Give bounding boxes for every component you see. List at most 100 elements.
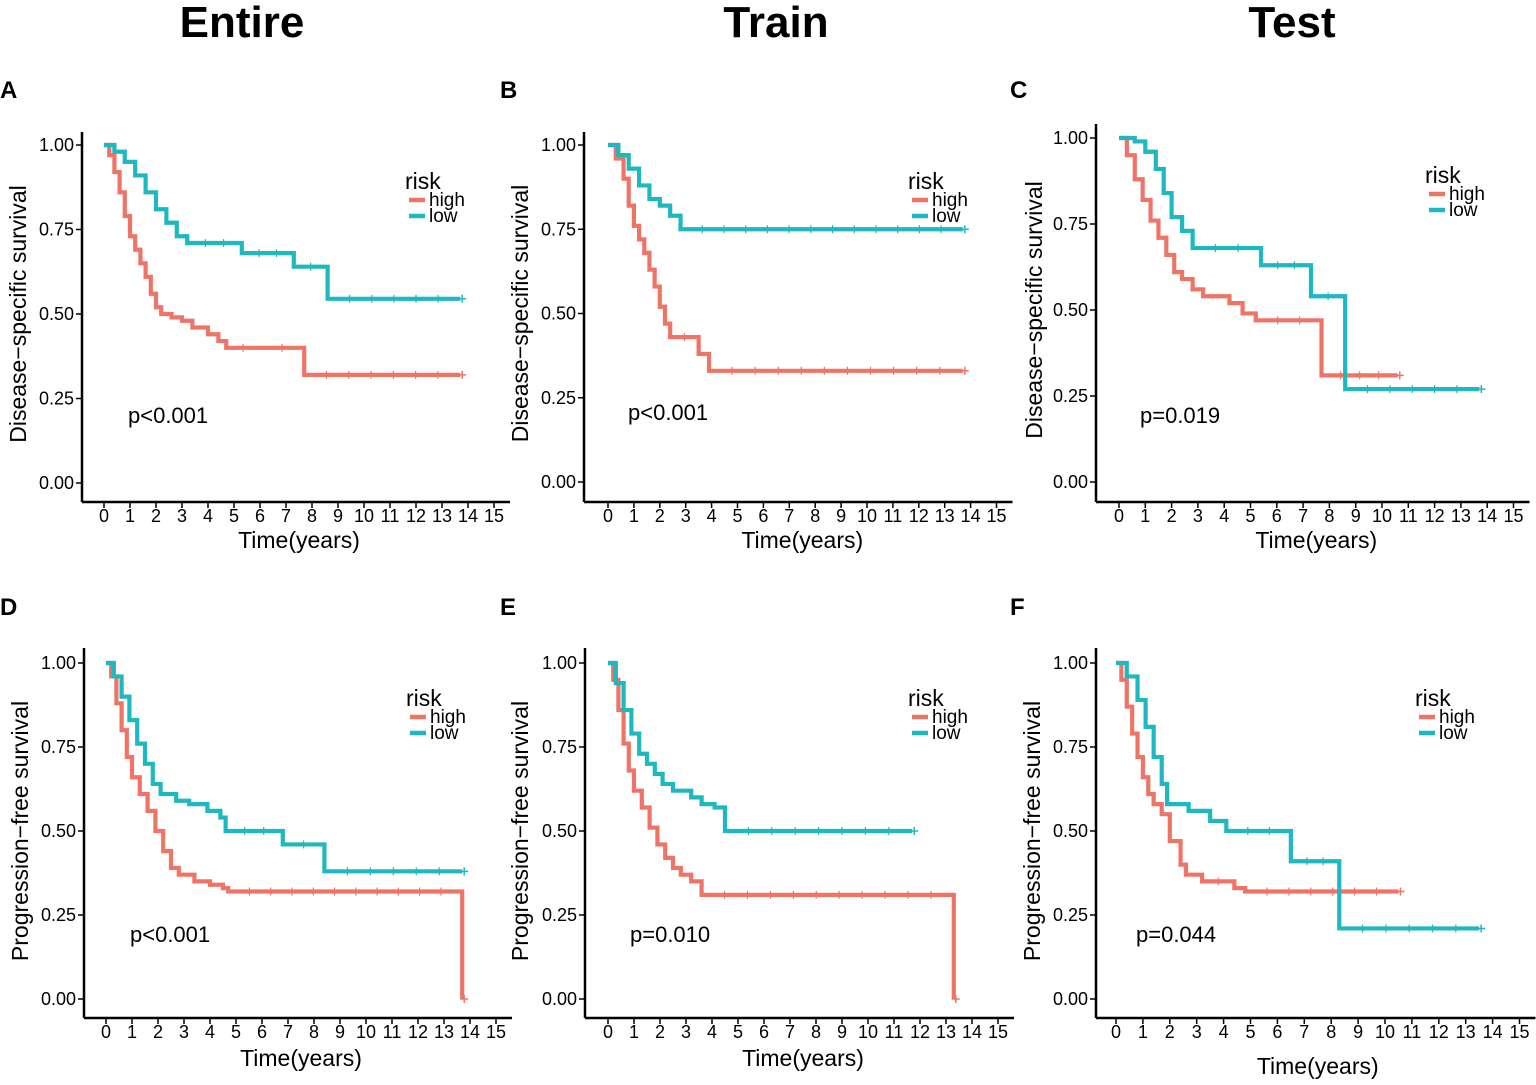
x-tick-label: 8 [810, 506, 820, 526]
x-axis-title: Time(years) [1255, 527, 1377, 553]
x-tick-label: 10 [1375, 1022, 1395, 1042]
y-tick-label: 0.75 [41, 737, 76, 757]
survival-curve-high [1116, 660, 1399, 894]
x-tick-label: 9 [836, 506, 846, 526]
x-tick-label: 7 [281, 506, 291, 526]
survival-curve-low [608, 142, 963, 232]
x-tick-label: 12 [408, 1022, 428, 1042]
x-axis-title: Time(years) [742, 1045, 864, 1071]
x-tick-label: 6 [1272, 506, 1282, 526]
y-tick-label: 1.00 [1053, 128, 1088, 148]
y-tick-label: 0.50 [1053, 821, 1088, 841]
x-tick-label: 1 [629, 1022, 639, 1042]
y-tick-label: 0.75 [1053, 214, 1088, 234]
survival-curve-low [106, 660, 463, 874]
legend-title: risk [908, 685, 944, 711]
y-tick-label: 0.00 [541, 472, 576, 492]
x-tick-label: 3 [1192, 1022, 1202, 1042]
x-tick-label: 10 [858, 1022, 878, 1042]
censor-end-mark [960, 366, 969, 375]
x-tick-label: 10 [354, 506, 374, 526]
x-tick-label: 9 [1353, 1022, 1363, 1042]
legend-label-high: high [932, 190, 968, 211]
y-tick-label: 0.75 [39, 220, 74, 240]
x-tick-label: 14 [1483, 1022, 1503, 1042]
x-tick-label: 8 [307, 506, 317, 526]
y-tick-label: 1.00 [1053, 653, 1088, 673]
x-tick-label: 1 [125, 506, 135, 526]
km-panel-d: D0.000.250.500.751.000 1 2 3 4 5 6 7 8 9 10 11 12 13 1… [0, 594, 512, 1071]
y-tick-label: 0.25 [541, 388, 576, 408]
p-value: p=0.044 [1136, 922, 1216, 947]
legend-title: risk [1425, 162, 1461, 188]
x-tick-label: 6 [1272, 1022, 1282, 1042]
x-tick-label: 2 [655, 1022, 665, 1042]
y-axis-title: Disease−specific survival [5, 185, 31, 443]
x-tick-label: 3 [179, 1022, 189, 1042]
x-tick-label: 15 [484, 506, 504, 526]
x-tick-label: 15 [1503, 506, 1523, 526]
x-tick-label: 13 [434, 1022, 454, 1042]
survival-curve-high [104, 142, 461, 377]
x-tick-label: 11 [1403, 1022, 1422, 1042]
x-axis-title: Time(years) [741, 527, 863, 553]
x-tick-label: 6 [758, 506, 768, 526]
x-tick-label: 10 [857, 506, 877, 526]
x-tick-label: 1 [127, 1022, 137, 1042]
column-header-train: Train [723, 0, 829, 47]
x-tick-label: 14 [460, 1022, 480, 1042]
y-axis-title: Progression−free survival [7, 701, 33, 961]
x-tick-label: 11 [1399, 506, 1418, 526]
x-tick-label: 4 [707, 506, 717, 526]
y-tick-label: 0.00 [39, 473, 74, 493]
x-tick-label: 14 [962, 1022, 982, 1042]
x-tick-label: 5 [732, 506, 742, 526]
panel-letter: B [500, 77, 517, 104]
y-tick-label: 0.75 [541, 219, 576, 239]
censor-end-mark [458, 294, 467, 303]
censor-end-mark [960, 225, 969, 234]
x-tick-label: 0 [1114, 506, 1124, 526]
x-axis-title: Time(years) [238, 527, 360, 553]
x-tick-label: 5 [1245, 1022, 1255, 1042]
y-tick-label: 0.50 [39, 304, 74, 324]
column-header-entire: Entire [179, 0, 305, 47]
panel-letter: F [1010, 594, 1025, 621]
censor-end-mark [458, 370, 467, 379]
x-tick-label: 3 [1193, 506, 1203, 526]
censor-end-mark [460, 867, 469, 876]
x-axis-title: Time(years) [1257, 1053, 1379, 1079]
x-tick-label: 13 [432, 506, 452, 526]
y-axis-title: Disease−specific survival [507, 185, 533, 443]
y-tick-label: 0.00 [41, 989, 76, 1009]
x-tick-label: 3 [681, 1022, 691, 1042]
y-tick-label: 1.00 [39, 135, 74, 155]
y-tick-label: 1.00 [41, 653, 76, 673]
x-tick-label: 15 [486, 1022, 506, 1042]
survival-curve-low [1116, 660, 1480, 931]
legend-title: risk [405, 168, 441, 194]
x-tick-label: 5 [1245, 506, 1255, 526]
censor-end-mark [1395, 371, 1404, 380]
x-tick-label: 11 [885, 1022, 904, 1042]
x-tick-label: 15 [988, 1022, 1008, 1042]
panel-letter: E [500, 594, 516, 621]
x-tick-label: 0 [99, 506, 109, 526]
x-tick-label: 7 [784, 506, 794, 526]
legend-label-high: high [1449, 184, 1485, 205]
x-tick-label: 5 [229, 506, 239, 526]
p-value: p=0.010 [630, 922, 710, 947]
censor-end-mark [1396, 887, 1405, 896]
x-tick-label: 6 [257, 1022, 267, 1042]
x-tick-label: 14 [961, 506, 981, 526]
x-tick-label: 7 [1298, 506, 1308, 526]
y-tick-label: 0.75 [1053, 737, 1088, 757]
x-tick-label: 0 [603, 506, 613, 526]
km-panel-e: E0.000.250.500.751.000 1 2 3 4 5 6 7 8 9 10 11 12 13 1… [500, 594, 1014, 1071]
km-panel-a: A0.000.250.500.751.000 1 2 3 4 5 6 7 8 9 10 11 12 13 1… [0, 77, 510, 553]
survival-curve-low [608, 660, 913, 834]
y-tick-label: 1.00 [541, 135, 576, 155]
legend-label-low: low [430, 723, 459, 744]
legend-title: risk [1415, 685, 1451, 711]
